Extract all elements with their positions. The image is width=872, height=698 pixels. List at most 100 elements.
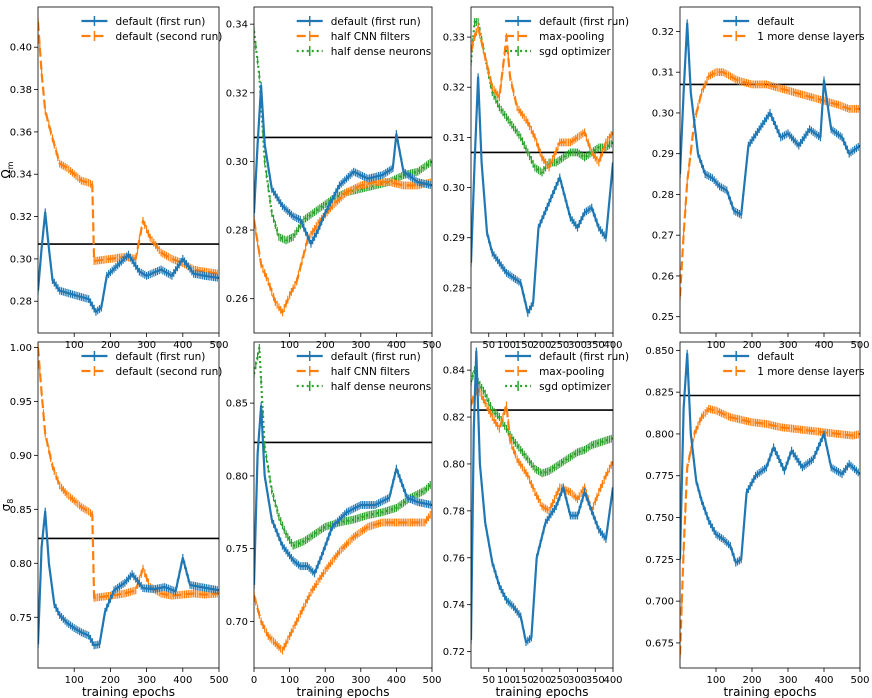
axes-frame xyxy=(679,341,861,669)
y-tick-label: 0.28 xyxy=(226,226,248,237)
x-tick-label: 400 xyxy=(814,675,833,686)
legend-label: half dense neurons xyxy=(331,381,432,393)
x-tick-label: 200 xyxy=(742,675,761,686)
legend-label: default (first run) xyxy=(331,351,421,363)
y-tick-label: 0.725 xyxy=(645,555,674,566)
y-tick-label: 0.28 xyxy=(443,283,465,294)
y-tick-label: 0.36 xyxy=(10,127,32,138)
x-tick-label: 400 xyxy=(814,340,833,351)
y-tick-label: 0.38 xyxy=(10,85,32,96)
x-tick-label: 300 xyxy=(568,340,587,351)
y-tick-label: 0.25 xyxy=(652,312,674,323)
y-tick-label: 0.78 xyxy=(443,506,465,517)
y-axis-label: σ8 xyxy=(0,499,15,512)
y-tick-label: 0.40 xyxy=(10,43,32,54)
x-tick-label: 100 xyxy=(497,340,516,351)
x-tick-label: 500 xyxy=(422,675,441,686)
panel-r1c0: 100 200 300 400 500 0.75 0.80 0.85 0.90 0.95 1.00 d… xyxy=(0,341,229,698)
y-tick-label: 0.32 xyxy=(652,27,674,38)
axes-frame xyxy=(470,6,614,334)
y-tick-label: 0.26 xyxy=(226,294,248,305)
x-tick-label: 50 xyxy=(482,675,495,686)
y-tick-label: 0.74 xyxy=(443,600,465,611)
x-axis-label: training epochs xyxy=(723,685,816,698)
legend-label: default (first run) xyxy=(115,16,205,28)
y-tick-label: 0.80 xyxy=(10,559,32,570)
panel-r1c2: 50 1001502002503003504000.720.740.760.780… xyxy=(443,341,629,698)
series-line xyxy=(471,350,613,644)
series-line xyxy=(38,211,219,313)
legend-label: sgd optimizer xyxy=(539,46,611,58)
x-tick-label: 100 xyxy=(706,340,725,351)
y-tick-label: 0.70 xyxy=(226,617,248,628)
x-tick-label: 500 xyxy=(850,675,869,686)
axes-frame xyxy=(253,341,433,669)
y-axis-label: Ωm xyxy=(0,161,15,178)
axes-frame xyxy=(253,6,433,334)
legend-label: default xyxy=(757,16,794,28)
panel-r0c2: 50 1001502002503003504000.280.290.300.310… xyxy=(443,6,629,351)
y-tick-label: 0.28 xyxy=(652,190,674,201)
series-errorbars xyxy=(254,510,431,655)
x-tick-label: 400 xyxy=(387,675,406,686)
series-line xyxy=(680,22,860,216)
legend-label: half dense neurons xyxy=(331,46,432,58)
series-errorbars xyxy=(38,343,218,602)
x-tick-label: 150 xyxy=(515,675,534,686)
legend-label: sgd optimizer xyxy=(539,381,611,393)
y-tick-label: 0.30 xyxy=(10,254,32,265)
x-tick-label: 200 xyxy=(532,340,551,351)
y-tick-label: 0.32 xyxy=(443,83,465,94)
y-tick-label: 0.31 xyxy=(652,68,674,79)
x-tick-label: 400 xyxy=(173,675,192,686)
x-tick-label: 200 xyxy=(101,340,120,351)
x-tick-label: 200 xyxy=(742,340,761,351)
y-tick-label: 0.31 xyxy=(443,133,465,144)
axes-frame xyxy=(37,6,220,334)
axes-frame xyxy=(37,341,220,669)
x-tick-label: 250 xyxy=(550,340,569,351)
series-line xyxy=(38,347,219,599)
legend-label: default (first run) xyxy=(539,16,629,28)
y-tick-label: 0.32 xyxy=(10,212,32,223)
y-tick-label: 0.30 xyxy=(652,108,674,119)
x-axis-label: training epochs xyxy=(495,685,588,698)
series-errorbars xyxy=(680,19,859,219)
y-tick-label: 0.750 xyxy=(645,513,674,524)
series-line xyxy=(38,21,219,275)
y-tick-label: 0.28 xyxy=(10,297,32,308)
series-errorbars xyxy=(254,178,431,317)
x-tick-label: 300 xyxy=(778,675,797,686)
x-tick-label: 200 xyxy=(316,340,335,351)
legend-label: default (first run) xyxy=(115,351,205,363)
x-tick-label: 100 xyxy=(280,675,299,686)
series-errorbars xyxy=(38,208,218,316)
y-tick-label: 0.75 xyxy=(10,613,32,624)
x-tick-label: 350 xyxy=(586,340,605,351)
x-tick-label: 500 xyxy=(209,675,228,686)
x-tick-label: 200 xyxy=(532,675,551,686)
y-tick-label: 0.26 xyxy=(652,271,674,282)
y-tick-label: 0.76 xyxy=(443,553,465,564)
legend-label: half CNN filters xyxy=(331,366,410,378)
y-tick-label: 0.800 xyxy=(645,429,674,440)
series-errorbars xyxy=(254,27,431,245)
series-errorbars xyxy=(254,82,431,248)
x-tick-label: 400 xyxy=(387,340,406,351)
y-tick-label: 0.85 xyxy=(10,505,32,516)
legend-label: default (second run) xyxy=(115,31,222,43)
x-tick-label: 250 xyxy=(550,675,569,686)
y-tick-label: 0.95 xyxy=(10,397,32,408)
x-tick-label: 300 xyxy=(137,340,156,351)
y-tick-label: 0.30 xyxy=(443,183,465,194)
y-tick-label: 0.75 xyxy=(226,544,248,555)
panel-r0c3: 100 200 300 400 5000.250.260.270.280.290.300… xyxy=(652,6,870,351)
axes-frame xyxy=(470,341,614,669)
x-tick-label: 300 xyxy=(351,675,370,686)
x-tick-label: 300 xyxy=(778,340,797,351)
legend-label: default xyxy=(757,351,794,363)
series-line xyxy=(254,30,432,242)
y-tick-label: 0.30 xyxy=(226,157,248,168)
y-tick-label: 0.825 xyxy=(645,388,674,399)
